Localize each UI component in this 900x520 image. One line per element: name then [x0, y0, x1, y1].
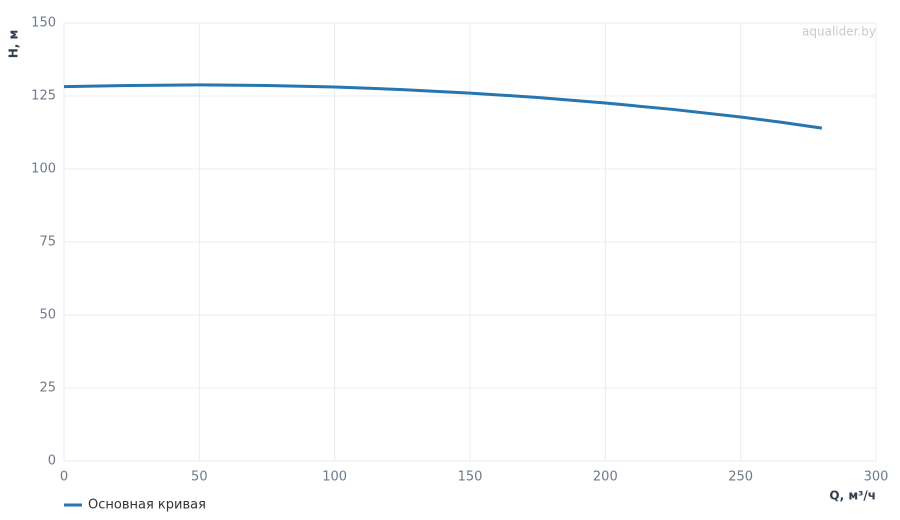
x-tick-label: 250: [728, 470, 753, 485]
y-tick-label: 150: [31, 16, 56, 31]
watermark: aqualider.by: [802, 25, 876, 39]
y-tick-label: 25: [39, 381, 56, 396]
x-tick-label: 150: [458, 470, 483, 485]
y-axis-title: H, м: [7, 30, 21, 59]
y-tick-label: 0: [48, 454, 56, 469]
y-tick-label: 50: [39, 308, 56, 323]
x-tick-label: 100: [322, 470, 347, 485]
y-tick-label: 125: [31, 89, 56, 104]
legend-label: Основная кривая: [88, 498, 206, 513]
x-tick-label: 0: [60, 470, 68, 485]
line: [63, 83, 823, 130]
x-tick-label: 200: [593, 470, 618, 485]
x-axis-title: Q, м³/ч: [829, 489, 876, 503]
x-tick-label: 300: [864, 470, 889, 485]
y-tick-label: 75: [39, 235, 56, 250]
x-tick-label: 50: [191, 470, 208, 485]
y-tick-label: 100: [31, 162, 56, 177]
